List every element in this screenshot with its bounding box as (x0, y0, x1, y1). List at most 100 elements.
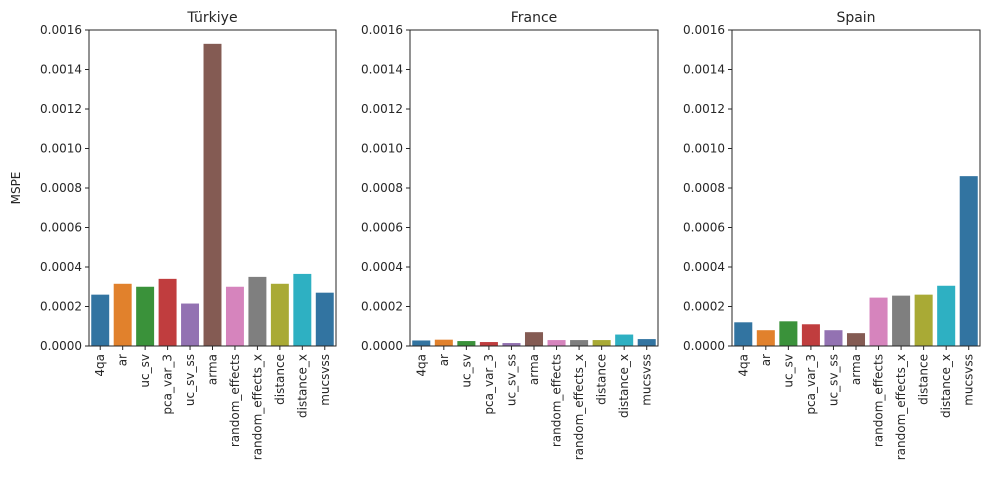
y-tick-label: 0.0016 (40, 23, 82, 37)
y-tick-label: 0.0006 (683, 221, 725, 235)
x-tick-label: uc_sv (138, 354, 152, 388)
chart-panel-2: 0.0000 0.0002 0.0004 0.0006 0.0008 0.0010 0.00… (683, 10, 981, 460)
y-tick-label: 0.0004 (40, 260, 82, 274)
y-tick-label: 0.0014 (683, 63, 725, 77)
bar-distance (592, 340, 611, 346)
axes-frame (409, 29, 659, 347)
y-tick-label: 0.0002 (683, 300, 725, 314)
x-tick-label: random_effects_x (572, 354, 586, 460)
x-tick-label: random_effects_x (250, 354, 264, 460)
x-tick-label: random_effects (872, 354, 886, 447)
y-tick-label: 0.0004 (683, 260, 725, 274)
bar-distance_x (937, 285, 956, 346)
bar-random_effects (869, 297, 888, 346)
x-tick-label: arma (849, 354, 863, 385)
bar-pca_var_3 (158, 278, 177, 346)
bar-distance_x (615, 334, 634, 346)
bar-distance_x (293, 273, 312, 346)
bar-random_effects_x (248, 276, 267, 347)
bar-arma (203, 43, 222, 346)
y-tick-label: 0.0002 (40, 300, 82, 314)
chart-panel-1: 0.0000 0.0002 0.0004 0.0006 0.0008 0.0010 0.00… (361, 10, 659, 460)
x-tick-label: ar (116, 354, 130, 366)
y-tick-label: 0.0008 (361, 181, 403, 195)
y-tick-label: 0.0008 (40, 181, 82, 195)
bar-ar (756, 330, 775, 346)
x-tick-label: distance_x (939, 354, 953, 418)
x-tick-label: 4qa (93, 354, 107, 377)
bar-4qa (412, 340, 431, 346)
bar-arma (524, 332, 544, 346)
bar-uc_sv_ss (181, 303, 200, 346)
bar-distance (914, 294, 933, 346)
x-tick-label: arma (527, 354, 541, 385)
x-tick-label: mucsvss (640, 354, 654, 406)
bar-uc_sv (457, 341, 476, 346)
bar-uc_sv_ss (502, 343, 521, 346)
y-tick-label: 0.0000 (40, 339, 82, 353)
bar-random_effects_x (570, 340, 589, 346)
y-tick-label: 0.0010 (361, 142, 403, 156)
y-tick-label: 0.0016 (683, 23, 725, 37)
bar-pca_var_3 (479, 342, 498, 346)
chart-title: France (511, 10, 558, 26)
bar-random_effects (547, 340, 566, 346)
bar-random_effects_x (892, 295, 911, 346)
chart-panel-0: 0.0000 0.0002 0.0004 0.0006 0.0008 0.0010 0.00… (9, 10, 337, 460)
x-tick-label: arma (206, 354, 220, 385)
x-tick-label: uc_sv_ss (826, 354, 840, 406)
y-tick-label: 0.0012 (683, 102, 725, 116)
y-tick-label: 0.0010 (40, 142, 82, 156)
bar-mucsvss (637, 339, 656, 346)
bar-uc_sv (136, 286, 155, 346)
x-tick-label: ar (759, 354, 773, 366)
y-tick-label: 0.0006 (361, 221, 403, 235)
x-tick-label: 4qa (736, 354, 750, 377)
x-tick-label: random_effects (550, 354, 564, 447)
x-tick-label: distance (595, 354, 609, 405)
bar-ar (113, 283, 132, 346)
bar-4qa (91, 294, 110, 346)
chart-title: Spain (836, 10, 875, 26)
bar-4qa (734, 322, 753, 346)
y-axis-label: MSPE (9, 172, 23, 205)
x-tick-label: mucsvss (318, 354, 332, 406)
x-tick-label: distance_x (295, 354, 309, 418)
bar-arma (846, 333, 866, 346)
x-tick-label: uc_sv_ss (504, 354, 518, 406)
x-tick-label: distance (273, 354, 287, 405)
x-tick-label: mucsvss (962, 354, 976, 406)
y-tick-label: 0.0002 (361, 300, 403, 314)
x-tick-label: random_effects (228, 354, 242, 447)
y-tick-label: 0.0012 (40, 102, 82, 116)
x-tick-label: pca_var_3 (804, 354, 818, 415)
bar-mucsvss (315, 292, 334, 346)
bar-uc_sv_ss (824, 330, 843, 346)
y-tick-label: 0.0014 (361, 63, 403, 77)
x-tick-label: pca_var_3 (482, 354, 496, 415)
bar-mucsvss (959, 176, 978, 346)
y-tick-label: 0.0004 (361, 260, 403, 274)
x-tick-label: random_effects_x (894, 354, 908, 460)
x-tick-label: pca_var_3 (161, 354, 175, 415)
bar-ar (434, 339, 453, 346)
bar-uc_sv (779, 321, 798, 346)
y-tick-label: 0.0006 (40, 221, 82, 235)
x-tick-label: 4qa (414, 354, 428, 377)
y-tick-label: 0.0016 (361, 23, 403, 37)
bar-distance (270, 283, 289, 346)
x-tick-label: uc_sv_ss (183, 354, 197, 406)
y-tick-label: 0.0008 (683, 181, 725, 195)
bar-random_effects (225, 286, 244, 346)
chart-title: Türkiye (186, 10, 237, 26)
y-tick-label: 0.0000 (683, 339, 725, 353)
x-tick-label: uc_sv (459, 354, 473, 388)
y-tick-label: 0.0000 (361, 339, 403, 353)
bar-pca_var_3 (801, 324, 820, 346)
x-tick-label: distance_x (617, 354, 631, 418)
x-tick-label: ar (437, 354, 451, 366)
x-tick-label: uc_sv (781, 354, 795, 388)
x-tick-label: distance (917, 354, 931, 405)
y-tick-label: 0.0012 (361, 102, 403, 116)
